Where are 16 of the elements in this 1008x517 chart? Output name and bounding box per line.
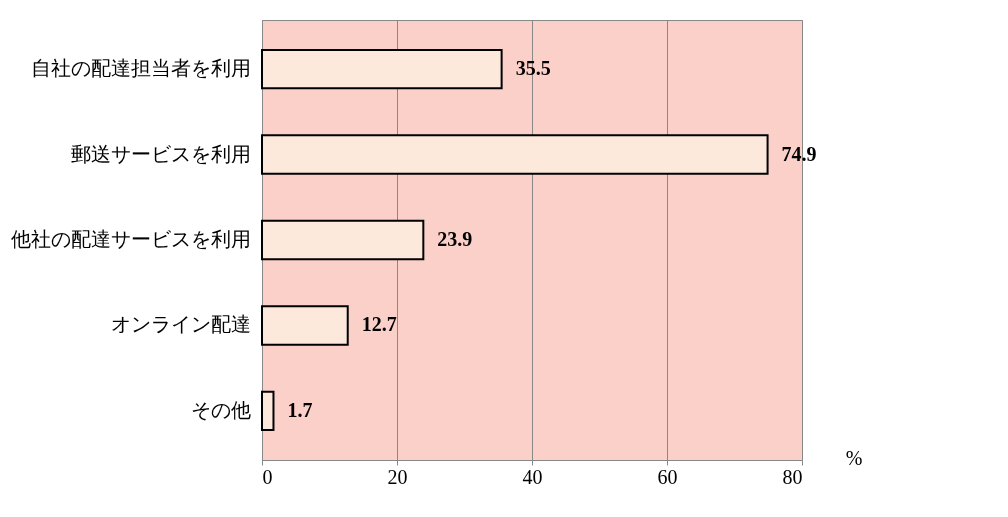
data-label: 74.9 — [781, 142, 817, 165]
x-tick-label: 80 — [782, 465, 803, 488]
data-label: 1.7 — [287, 398, 313, 421]
y-tick-label: 他社の配達サービスを利用 — [10, 228, 251, 250]
x-axis-title: % — [845, 446, 863, 469]
x-tick-label: 40 — [522, 465, 543, 488]
x-tick-label: 60 — [657, 465, 678, 488]
y-tick-label: 郵送サービスを利用 — [70, 142, 251, 165]
data-label: 35.5 — [515, 57, 551, 80]
x-tick-label: 20 — [387, 465, 408, 488]
y-tick-label: 自社の配達担当者を利用 — [30, 57, 251, 80]
y-tick-label: その他 — [190, 398, 251, 421]
data-label: 23.9 — [437, 228, 473, 250]
data-label: 12.7 — [361, 313, 397, 336]
x-tick-label: 0 — [262, 465, 273, 488]
y-tick-label: オンライン配達 — [110, 313, 251, 336]
